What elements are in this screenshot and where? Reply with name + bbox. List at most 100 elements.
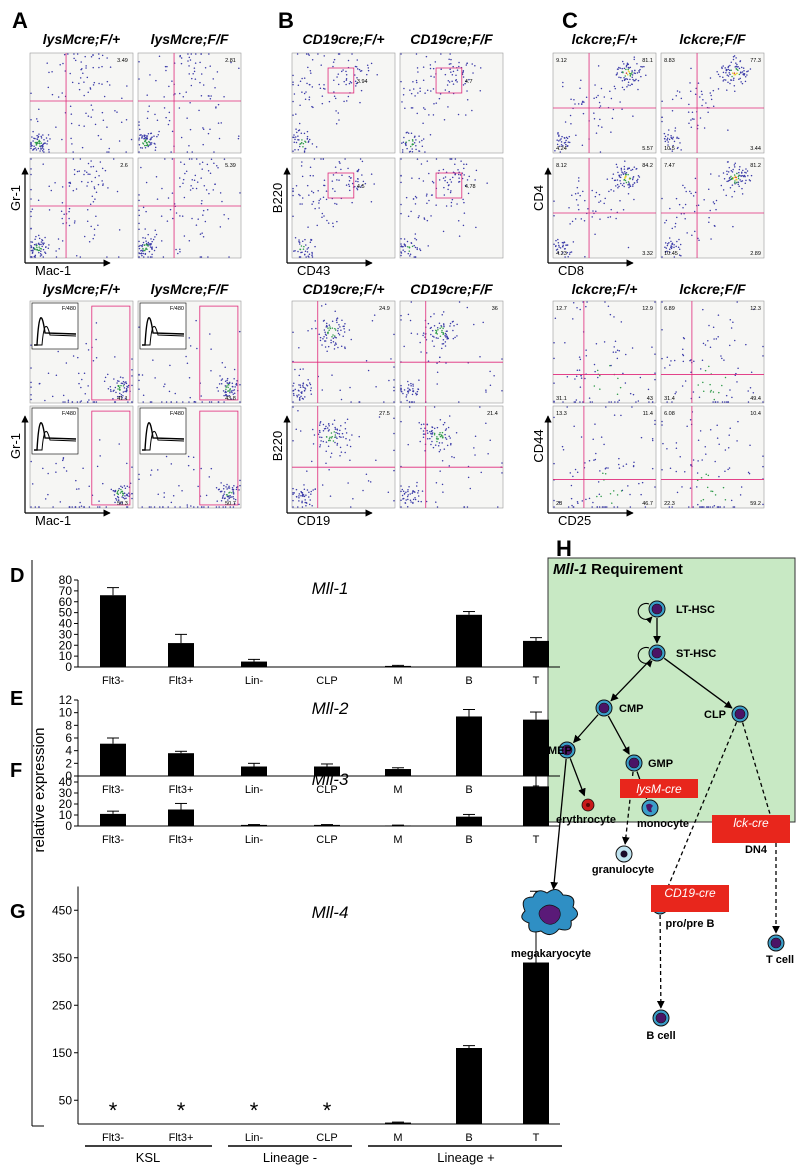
event-dot — [63, 213, 65, 216]
event-dot — [189, 101, 191, 104]
event-dot — [202, 84, 205, 86]
event-dot — [163, 96, 165, 98]
event-dot — [738, 171, 740, 174]
event-dot — [727, 468, 729, 471]
event-dot — [609, 90, 611, 93]
event-dot — [740, 486, 743, 488]
event-dot — [425, 195, 428, 197]
event-dot — [30, 158, 32, 160]
event-dot — [449, 178, 451, 181]
event-dot — [641, 481, 644, 484]
event-dot — [221, 497, 224, 499]
event-dot — [674, 222, 677, 225]
event-dot — [86, 208, 89, 211]
event-dot — [182, 182, 184, 185]
y-tick-label: 4 — [65, 744, 72, 758]
event-dot — [332, 174, 335, 176]
event-dot — [101, 54, 104, 57]
event-dot — [456, 69, 459, 71]
event-dot — [221, 361, 224, 364]
event-dot — [208, 401, 211, 403]
event-dot — [403, 87, 405, 90]
gate-percentage: 27.5 — [379, 411, 390, 417]
event-dot — [749, 387, 752, 389]
event-dot — [693, 210, 696, 213]
event-dot — [710, 173, 712, 175]
event-dot — [449, 325, 451, 327]
event-dot — [699, 368, 702, 370]
event-dot — [408, 139, 410, 142]
event-dot — [292, 150, 294, 152]
gate-percentage: 12.3 — [750, 306, 761, 312]
event-dot — [444, 437, 447, 439]
event-dot — [38, 108, 40, 111]
event-dot — [595, 210, 597, 213]
event-dot — [413, 142, 416, 144]
event-dot — [438, 450, 441, 453]
event-dot — [613, 190, 615, 192]
event-dot — [326, 325, 328, 328]
event-dot — [354, 80, 357, 83]
event-dot — [142, 252, 144, 255]
event-dot — [337, 83, 340, 86]
event-dot — [210, 401, 213, 403]
event-dot — [644, 506, 647, 508]
event-dot — [109, 388, 112, 391]
event-dot — [228, 381, 231, 384]
event-dot — [690, 119, 692, 121]
event-dot — [54, 181, 56, 184]
event-dot — [108, 147, 110, 150]
event-dot — [572, 302, 575, 304]
event-dot — [576, 369, 579, 371]
event-dot — [174, 392, 177, 395]
event-dot — [324, 333, 327, 336]
event-dot — [40, 142, 43, 144]
event-dot — [79, 77, 82, 79]
event-dot — [85, 342, 87, 345]
event-dot — [223, 497, 226, 500]
y-tick-label: 150 — [52, 1046, 72, 1060]
event-dot — [195, 187, 198, 190]
gate-percentage: 13.3 — [556, 411, 567, 417]
event-dot — [408, 406, 411, 408]
event-dot — [429, 437, 431, 440]
event-dot — [190, 84, 193, 87]
event-dot — [625, 65, 628, 68]
event-dot — [329, 436, 331, 438]
event-dot — [311, 251, 313, 254]
event-dot — [735, 372, 737, 375]
event-dot — [376, 73, 378, 76]
event-dot — [191, 179, 193, 181]
event-dot — [487, 453, 489, 455]
event-dot — [182, 178, 185, 181]
event-dot — [202, 127, 204, 129]
event-dot — [297, 389, 300, 392]
event-dot — [78, 382, 80, 385]
event-dot — [239, 479, 241, 482]
event-dot — [328, 469, 330, 471]
event-dot — [680, 149, 682, 151]
event-dot — [343, 331, 346, 333]
event-dot — [421, 145, 424, 147]
event-dot — [116, 111, 118, 113]
event-dot — [733, 72, 736, 74]
event-dot — [39, 255, 42, 257]
event-dot — [584, 255, 586, 258]
event-dot — [352, 497, 354, 500]
event-dot — [729, 427, 731, 430]
event-dot — [682, 360, 685, 363]
event-dot — [556, 139, 558, 141]
event-dot — [145, 135, 148, 137]
event-dot — [697, 204, 700, 206]
event-dot — [87, 91, 89, 93]
event-dot — [661, 328, 663, 331]
event-dot — [360, 186, 362, 188]
event-dot — [414, 203, 417, 205]
event-dot — [578, 177, 580, 179]
event-dot — [232, 496, 234, 498]
event-dot — [725, 401, 728, 403]
lineage-arrow — [550, 758, 567, 890]
gate-percentage: 43.8 — [225, 396, 236, 402]
event-dot — [406, 399, 408, 402]
event-dot — [431, 194, 433, 196]
